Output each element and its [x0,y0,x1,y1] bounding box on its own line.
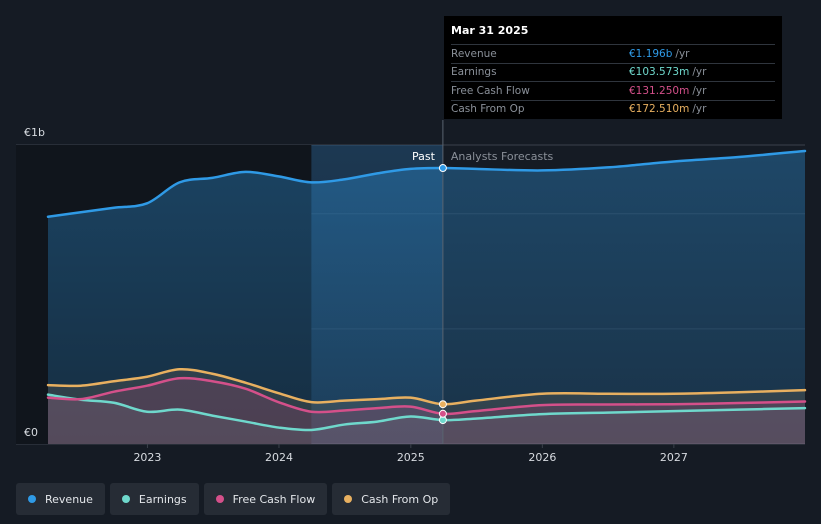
y-tick-label: €0 [24,426,38,439]
tooltip: Mar 31 2025 Revenue €1.196b/yr Earnings €10… [444,16,782,119]
earnings-area [48,394,805,444]
x-tick-label: 2025 [397,451,425,464]
tooltip-row-cfo: Cash From Op €172.510m/yr [451,99,775,119]
cfo-marker [438,400,447,409]
y-tick-label: €1b [24,126,45,139]
revenue-area [48,150,805,445]
tooltip-row-revenue: Revenue €1.196b/yr [451,44,775,63]
tooltip-row-unit: /yr [692,84,707,97]
earnings-line [46,393,807,432]
legend-label: Free Cash Flow [232,492,316,506]
legend-item-revenue[interactable]: Revenue [16,483,105,515]
x-tick-label: 2023 [133,451,161,464]
legend-item-fcf[interactable]: Free Cash Flow [203,483,328,515]
revenue-line [46,149,807,219]
series-lines [46,149,807,432]
legend-dot-icon [344,495,353,503]
legend-dot-icon [215,495,224,503]
legend: Revenue Earnings Free Cash Flow Cash From O… [16,483,451,515]
tooltip-row-earnings: Earnings €103.573m/yr [451,62,775,82]
fcf-marker [438,409,447,418]
tooltip-row-value: €172.510m [629,103,690,116]
tooltip-row-unit: /yr [675,47,690,60]
financial-chart: €0 €1b 2023 2024 2025 2026 2027 Past Analysts… [16,120,807,464]
forecast-label: Analysts Forecasts [451,150,554,163]
tooltip-row-value: €1.196b [629,47,673,60]
legend-dot-icon [28,495,36,503]
tooltip-row-label: Earnings [451,66,497,79]
tooltip-rows: Revenue €1.196b/yr Earnings €103.573m/yr Fre… [451,44,775,118]
legend-dot-icon [121,495,130,503]
legend-item-cfo[interactable]: Cash From Op [332,483,451,515]
legend-item-earnings[interactable]: Earnings [109,483,199,515]
x-tick-label: 2024 [265,451,293,464]
tooltip-row-unit: /yr [692,103,707,116]
fcf-line [46,376,807,416]
tooltip-row-value: €103.573m [629,66,690,79]
x-tick-label: 2027 [660,451,688,464]
revenue-marker [438,164,447,173]
legend-label: Revenue [45,492,93,506]
tooltip-row-unit: /yr [692,66,707,79]
tooltip-row-label: Cash From Op [451,103,525,116]
tooltip-row-fcf: Free Cash Flow €131.250m/yr [451,81,775,100]
legend-label: Earnings [138,492,187,506]
x-tick-label: 2026 [528,451,556,464]
tooltip-row-label: Revenue [451,47,497,60]
cfo-area [48,369,805,444]
cfo-line [46,367,807,406]
y-tick-labels: €0 €1b [24,126,45,439]
series-markers [438,164,447,425]
tooltip-row-value: €131.250m [629,84,690,97]
past-label: Past [412,150,436,163]
tooltip-date: Mar 31 2025 [451,24,529,37]
legend-label: Cash From Op [361,492,439,506]
x-tick-labels: 2023 2024 2025 2026 2027 [133,444,688,464]
tooltip-row-label: Free Cash Flow [451,84,530,97]
